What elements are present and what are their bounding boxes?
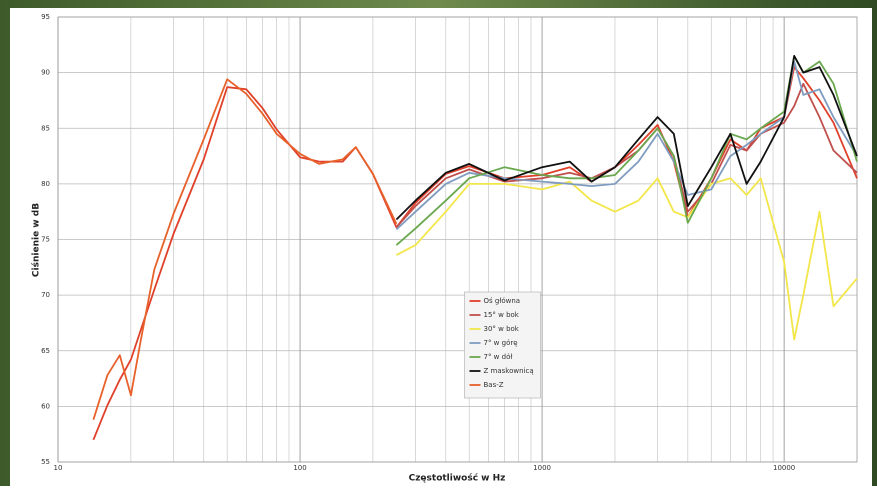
legend-label: 7° w dół xyxy=(484,353,513,361)
x-tick-label: 1000 xyxy=(533,464,551,472)
legend-label: Z maskownicą xyxy=(484,367,534,375)
legend-label: 15° w bok xyxy=(484,311,520,319)
legend: Oś główna 15° w bok 30° w bok 7° w górę 7° w… xyxy=(465,292,541,398)
y-tick-label: 80 xyxy=(41,180,50,188)
x-axis-title: Częstotliwość w Hz xyxy=(409,473,506,484)
page: {"chart_data": { "type": "line", "x_labe… xyxy=(0,0,877,486)
y-tick-label: 70 xyxy=(41,291,50,299)
y-tick-label: 65 xyxy=(41,347,50,355)
y-tick-label: 85 xyxy=(41,124,50,132)
x-tick-label: 10 xyxy=(54,464,63,472)
y-tick-label: 75 xyxy=(41,236,50,244)
legend-label: 30° w bok xyxy=(484,325,520,333)
y-tick-label: 55 xyxy=(41,458,50,466)
chart: Częstotliwość w Hz Ciśnienie w dB 55 60 65… xyxy=(0,0,877,486)
y-tick-label: 60 xyxy=(41,402,50,410)
x-tick-label: 10000 xyxy=(773,464,795,472)
chart-background xyxy=(10,8,872,486)
x-tick-label: 100 xyxy=(293,464,306,472)
y-tick-label: 95 xyxy=(41,13,50,21)
y-tick-label: 90 xyxy=(41,69,50,77)
legend-label: 7° w górę xyxy=(484,339,518,347)
legend-label: Oś główna xyxy=(484,297,521,305)
y-axis-title: Ciśnienie w dB xyxy=(31,203,42,277)
legend-label: Bas-Z xyxy=(484,381,504,389)
